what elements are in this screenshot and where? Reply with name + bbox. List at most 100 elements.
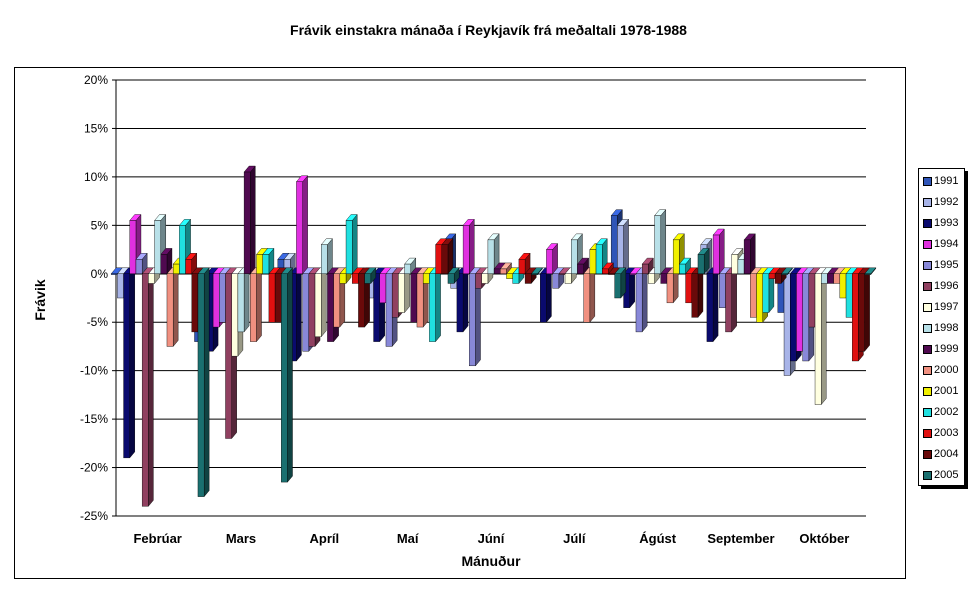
bar xyxy=(781,273,788,275)
bar xyxy=(583,273,591,323)
legend-item: 1999 xyxy=(923,341,958,357)
bar xyxy=(725,273,732,333)
bar xyxy=(602,268,609,274)
y-tick-label: -15% xyxy=(80,412,108,426)
legend-label: 1994 xyxy=(934,238,959,250)
bar xyxy=(379,273,387,304)
bar-side xyxy=(821,267,827,406)
bar xyxy=(123,273,130,459)
bar xyxy=(225,273,232,439)
y-tick-label: 10% xyxy=(84,170,108,184)
bar-side xyxy=(203,267,210,498)
bar xyxy=(814,273,822,405)
bar xyxy=(117,273,124,299)
bar xyxy=(839,273,847,299)
bar-side xyxy=(546,267,552,323)
bar xyxy=(274,273,282,323)
x-tick-label: Mars xyxy=(226,531,256,546)
legend-item: 1992 xyxy=(923,194,958,210)
bar xyxy=(456,273,464,333)
bar xyxy=(314,273,322,337)
legend-swatch xyxy=(923,407,932,417)
bar-side xyxy=(148,267,154,507)
bar xyxy=(796,273,803,352)
bar xyxy=(518,259,526,274)
bar xyxy=(250,273,257,342)
bar xyxy=(506,273,513,279)
bar xyxy=(608,273,615,275)
bar xyxy=(858,273,865,352)
bar xyxy=(447,273,455,284)
y-tick-label: 15% xyxy=(84,121,108,135)
bar xyxy=(719,273,726,308)
bar xyxy=(462,225,470,274)
bar xyxy=(833,273,841,284)
bar xyxy=(231,273,239,357)
bar xyxy=(790,273,797,362)
x-tick-label: Febrúar xyxy=(133,531,181,546)
bar-side xyxy=(129,267,135,459)
plot-frame xyxy=(14,67,906,579)
legend-label: 2000 xyxy=(934,364,959,376)
bar xyxy=(762,273,770,313)
bar xyxy=(743,239,751,274)
bar xyxy=(281,273,288,483)
legend-item: 2001 xyxy=(923,383,958,399)
bar xyxy=(827,273,834,284)
bar xyxy=(648,273,655,284)
bar xyxy=(660,273,668,284)
y-tick-label: 0% xyxy=(91,267,109,281)
bar xyxy=(617,225,624,274)
bar-side xyxy=(250,165,256,275)
bar xyxy=(635,273,643,333)
bar xyxy=(166,273,174,347)
x-tick-label: Júlí xyxy=(563,531,586,546)
x-tick-label: September xyxy=(707,531,774,546)
legend-item: 1995 xyxy=(923,257,958,273)
legend-swatch xyxy=(923,176,932,186)
bar xyxy=(308,273,316,347)
bar xyxy=(654,215,661,274)
bar xyxy=(774,273,782,284)
bar-side xyxy=(660,209,666,275)
legend-item: 2000 xyxy=(923,362,958,378)
bar xyxy=(135,259,143,274)
bar xyxy=(577,263,584,274)
bar xyxy=(558,273,566,275)
bar-side xyxy=(302,175,308,275)
bar xyxy=(845,273,853,318)
legend-label: 1999 xyxy=(934,343,959,355)
legend-item: 1996 xyxy=(923,278,958,294)
bar-side xyxy=(750,233,756,275)
bar xyxy=(546,249,553,274)
bar xyxy=(154,220,161,274)
bar xyxy=(256,254,263,274)
legend-label: 1992 xyxy=(934,196,959,208)
bar xyxy=(524,273,532,284)
bar xyxy=(404,263,411,274)
bar xyxy=(750,273,757,318)
legend-label: 2001 xyxy=(934,385,959,397)
bar xyxy=(864,273,872,275)
bar xyxy=(808,273,816,328)
bar-side xyxy=(435,267,441,343)
legend-swatch xyxy=(923,260,932,270)
bar-side xyxy=(697,267,704,318)
bar xyxy=(302,273,310,352)
legend-swatch xyxy=(923,197,932,207)
bar xyxy=(641,263,649,274)
legend-swatch xyxy=(923,428,932,438)
bar xyxy=(571,239,578,274)
bar xyxy=(481,273,489,284)
bar xyxy=(296,181,303,274)
legend-swatch xyxy=(923,386,932,396)
bar xyxy=(614,273,622,299)
bar xyxy=(595,244,603,274)
bar-side xyxy=(287,267,293,483)
bar xyxy=(589,249,597,274)
bar xyxy=(783,273,791,376)
legend-item: 2002 xyxy=(923,404,958,420)
bar xyxy=(666,273,674,304)
bar xyxy=(552,273,560,289)
bar-side xyxy=(462,267,469,333)
